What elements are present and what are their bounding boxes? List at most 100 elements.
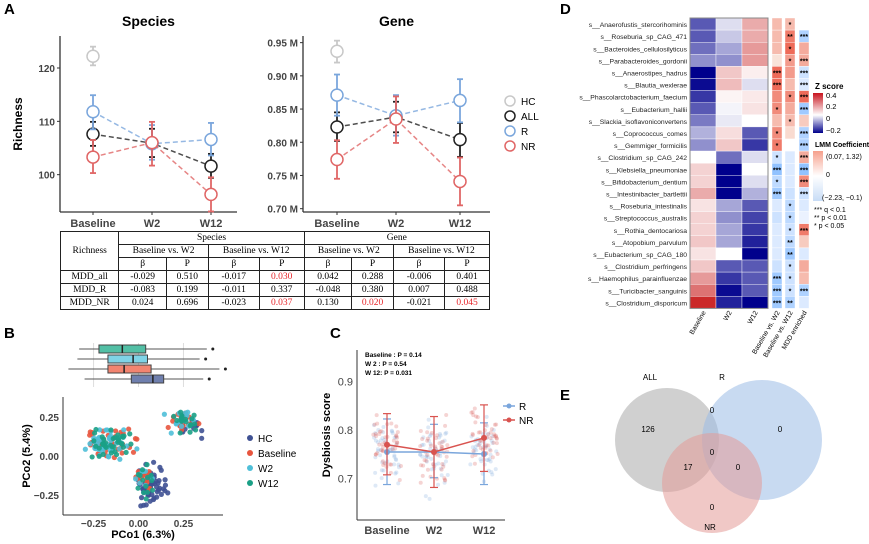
scatter-point-W2 bbox=[133, 476, 139, 482]
jitter-point-R bbox=[375, 440, 380, 445]
jitter-point-R bbox=[423, 494, 428, 499]
row-label: s__Coprococcus_comes bbox=[613, 131, 688, 138]
legend-tick: 0.4 bbox=[826, 91, 836, 100]
heatmap-cell bbox=[689, 211, 717, 224]
jitter-point-R bbox=[390, 431, 395, 436]
significance-mark: ** bbox=[787, 252, 793, 259]
y-tick-label: 0.95 M bbox=[267, 39, 298, 50]
jitter-point-NR bbox=[425, 430, 430, 435]
jitter-point-R bbox=[389, 428, 394, 433]
data-point-R bbox=[204, 132, 218, 147]
table-stat-header: β bbox=[303, 257, 353, 271]
jitter-point-R bbox=[490, 440, 495, 445]
jitter-point-R bbox=[396, 462, 401, 467]
jitter-point-R bbox=[488, 459, 493, 464]
lmm-cell bbox=[784, 138, 796, 152]
jitter-point-R bbox=[441, 462, 446, 467]
scatter-point-Baseline bbox=[119, 450, 125, 456]
jitter-point-R bbox=[373, 483, 378, 488]
jitter-point-NR bbox=[494, 441, 499, 446]
jitter-point-NR bbox=[377, 442, 382, 447]
jitter-point-R bbox=[393, 471, 398, 476]
table-comparison: Baseline vs. W12 bbox=[392, 244, 491, 258]
significance-legend: *** q < 0.1 bbox=[814, 207, 846, 214]
jitter-point-NR bbox=[494, 422, 499, 427]
jitter-point-R bbox=[484, 423, 489, 428]
jitter-point-NR bbox=[472, 406, 477, 411]
heatmap-cell bbox=[741, 175, 769, 188]
jitter-point-R bbox=[420, 442, 425, 447]
jitter-point-R bbox=[389, 447, 394, 452]
scatter-point-W12 bbox=[139, 467, 146, 473]
jitter-point-R bbox=[421, 435, 426, 440]
jitter-point-NR bbox=[389, 421, 394, 426]
heatmap-cell bbox=[741, 150, 769, 164]
table-cell: -0.029 bbox=[118, 270, 167, 284]
jitter-point-R bbox=[396, 481, 401, 486]
jitter-point-NR bbox=[488, 430, 493, 435]
zscore-colorbar bbox=[813, 93, 823, 133]
scatter-point-W12 bbox=[100, 441, 106, 448]
jitter-point-R bbox=[494, 449, 499, 454]
lmm-cell bbox=[784, 175, 796, 188]
jitter-point-R bbox=[489, 470, 494, 475]
jitter-point-R bbox=[421, 442, 426, 447]
heatmap-cell bbox=[741, 296, 769, 309]
jitter-point-NR bbox=[382, 461, 387, 466]
jitter-point-R bbox=[427, 434, 432, 439]
data-point-R bbox=[330, 88, 344, 102]
heatmap-cell bbox=[715, 284, 743, 297]
significance-mark: *** bbox=[800, 95, 808, 102]
scatter-point-W12 bbox=[177, 430, 183, 436]
jitter-point-R bbox=[371, 423, 376, 428]
y-tick-label: 0.75 M bbox=[267, 171, 298, 182]
lmm-cell bbox=[798, 199, 810, 212]
scatter-point-W12 bbox=[89, 454, 95, 460]
lmm-cell bbox=[784, 78, 796, 91]
significance-mark: * bbox=[776, 155, 779, 162]
table-stat-header: P bbox=[258, 257, 305, 271]
legend-marker bbox=[504, 140, 516, 152]
jitter-point-R bbox=[373, 455, 378, 460]
heatmap-cell bbox=[741, 223, 769, 236]
jitter-point-R bbox=[373, 438, 378, 443]
significance-mark: * bbox=[789, 276, 792, 283]
jitter-point-NR bbox=[374, 434, 379, 439]
scatter-point-HC bbox=[154, 489, 160, 495]
venn-set-label: NR bbox=[704, 523, 716, 532]
scatter-point-W12 bbox=[192, 421, 198, 427]
legend-marker bbox=[247, 465, 253, 471]
table-group-species: Species bbox=[118, 231, 305, 245]
row-label: s__Haemophilus_parainfluenzae bbox=[588, 276, 687, 283]
scatter-point-W2 bbox=[185, 409, 191, 415]
lmm-cell bbox=[798, 259, 810, 273]
heatmap-cell bbox=[741, 114, 769, 128]
scatter-point-W12 bbox=[149, 477, 155, 484]
jitter-point-R bbox=[375, 447, 380, 452]
legend-title: LMM Coefficient bbox=[815, 142, 869, 149]
significance-mark: * bbox=[789, 216, 792, 223]
jitter-point-NR bbox=[418, 429, 423, 434]
y-tick-label: 0.90 M bbox=[267, 72, 298, 83]
significance-mark: *** bbox=[800, 179, 808, 186]
scatter-point-W12 bbox=[183, 419, 189, 425]
table-stat-header: P bbox=[444, 257, 490, 271]
heatmap-cell bbox=[715, 271, 743, 285]
table-cell: -0.023 bbox=[207, 296, 260, 310]
data-point-NR bbox=[330, 152, 344, 167]
jitter-point-NR bbox=[488, 436, 493, 441]
scatter-point-W12 bbox=[179, 414, 185, 420]
jitter-point-R bbox=[477, 441, 482, 446]
lmm-cell bbox=[771, 29, 783, 43]
legend-marker bbox=[504, 95, 516, 107]
table-cell: 0.045 bbox=[444, 296, 490, 310]
lmm-cell bbox=[798, 17, 810, 31]
jitter-point-NR bbox=[442, 476, 447, 481]
jitter-point-NR bbox=[429, 430, 434, 435]
scatter-point-W12 bbox=[99, 434, 105, 440]
jitter-point-R bbox=[397, 465, 402, 470]
jitter-point-R bbox=[436, 461, 441, 466]
venn-count: 126 bbox=[641, 425, 655, 434]
lmm-cell bbox=[798, 114, 810, 128]
column-label: W2 bbox=[723, 310, 734, 323]
